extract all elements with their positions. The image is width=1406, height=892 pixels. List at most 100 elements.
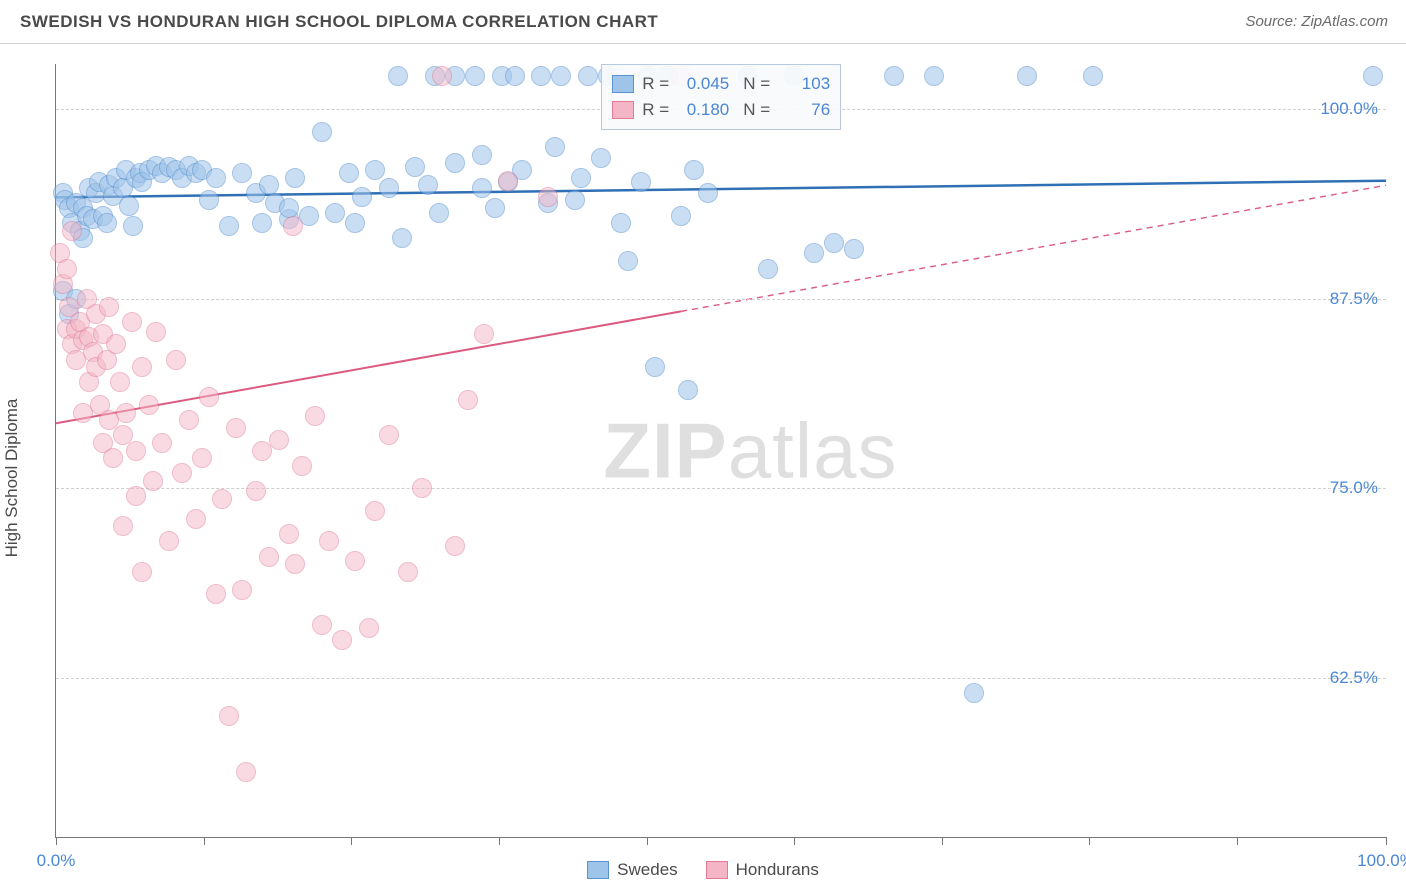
data-point	[126, 486, 146, 506]
data-point	[445, 536, 465, 556]
data-point	[429, 203, 449, 223]
data-point	[106, 334, 126, 354]
data-point	[458, 390, 478, 410]
data-point	[591, 148, 611, 168]
scatter-plot: ZIPatlas 62.5%75.0%87.5%100.0%0.0%100.0%…	[55, 64, 1386, 838]
stats-swatch	[612, 101, 634, 119]
data-point	[631, 172, 651, 192]
y-axis-label: High School Diploma	[2, 399, 22, 558]
data-point	[179, 410, 199, 430]
data-point	[565, 190, 585, 210]
data-point	[365, 501, 385, 521]
data-point	[379, 178, 399, 198]
data-point	[418, 175, 438, 195]
data-point	[232, 580, 252, 600]
data-point	[405, 157, 425, 177]
y-tick-label: 100.0%	[1320, 99, 1378, 119]
data-point	[97, 213, 117, 233]
data-point	[116, 403, 136, 423]
data-point	[884, 66, 904, 86]
data-point	[505, 66, 525, 86]
y-tick-label: 75.0%	[1330, 478, 1378, 498]
data-point	[113, 516, 133, 536]
data-point	[359, 618, 379, 638]
data-point	[312, 615, 332, 635]
x-tick	[499, 837, 500, 845]
source-label: Source: ZipAtlas.com	[1245, 13, 1388, 30]
data-point	[684, 160, 704, 180]
data-point	[844, 239, 864, 259]
data-point	[259, 175, 279, 195]
data-point	[485, 198, 505, 218]
watermark-rest: atlas	[728, 406, 898, 494]
data-point	[192, 448, 212, 468]
data-point	[474, 324, 494, 344]
x-tick	[1237, 837, 1238, 845]
data-point	[285, 168, 305, 188]
data-point	[292, 456, 312, 476]
data-point	[159, 531, 179, 551]
data-point	[279, 524, 299, 544]
data-point	[388, 66, 408, 86]
data-point	[332, 630, 352, 650]
data-point	[645, 357, 665, 377]
data-point	[232, 163, 252, 183]
data-point	[698, 183, 718, 203]
data-point	[472, 145, 492, 165]
legend-item-hondurans: Hondurans	[706, 860, 819, 880]
data-point	[325, 203, 345, 223]
x-tick	[942, 837, 943, 845]
data-point	[199, 190, 219, 210]
data-point	[345, 551, 365, 571]
chart-container: SWEDISH VS HONDURAN HIGH SCHOOL DIPLOMA …	[0, 0, 1406, 892]
data-point	[432, 66, 452, 86]
data-point	[199, 387, 219, 407]
data-point	[924, 66, 944, 86]
legend-swatch-swedes	[587, 861, 609, 879]
data-point	[319, 531, 339, 551]
data-point	[964, 683, 984, 703]
data-point	[538, 187, 558, 207]
data-point	[172, 463, 192, 483]
r-value: 0.180	[677, 100, 729, 120]
data-point	[531, 66, 551, 86]
data-point	[758, 259, 778, 279]
data-point	[498, 171, 518, 191]
r-label: R =	[642, 100, 669, 120]
data-point	[110, 372, 130, 392]
data-point	[206, 584, 226, 604]
stats-row: R =0.180N =76	[612, 97, 830, 123]
grid-line	[56, 299, 1386, 300]
stats-swatch	[612, 75, 634, 93]
data-point	[99, 297, 119, 317]
chart-title: SWEDISH VS HONDURAN HIGH SCHOOL DIPLOMA …	[20, 12, 658, 32]
data-point	[246, 481, 266, 501]
grid-line	[56, 678, 1386, 679]
data-point	[279, 198, 299, 218]
x-tick	[351, 837, 352, 845]
data-point	[139, 395, 159, 415]
data-point	[143, 471, 163, 491]
data-point	[571, 168, 591, 188]
x-tick	[647, 837, 648, 845]
data-point	[212, 489, 232, 509]
data-point	[123, 216, 143, 236]
data-point	[1017, 66, 1037, 86]
data-point	[122, 312, 142, 332]
data-point	[379, 425, 399, 445]
plot-wrapper: High School Diploma ZIPatlas 62.5%75.0%8…	[0, 44, 1406, 892]
data-point	[152, 433, 172, 453]
data-point	[283, 216, 303, 236]
x-tick	[794, 837, 795, 845]
data-point	[545, 137, 565, 157]
data-point	[472, 178, 492, 198]
data-point	[132, 357, 152, 377]
data-point	[678, 380, 698, 400]
n-value: 103	[778, 74, 830, 94]
y-tick-label: 62.5%	[1330, 668, 1378, 688]
watermark-bold: ZIP	[603, 406, 727, 494]
data-point	[445, 153, 465, 173]
data-point	[219, 216, 239, 236]
data-point	[671, 206, 691, 226]
data-point	[219, 706, 239, 726]
